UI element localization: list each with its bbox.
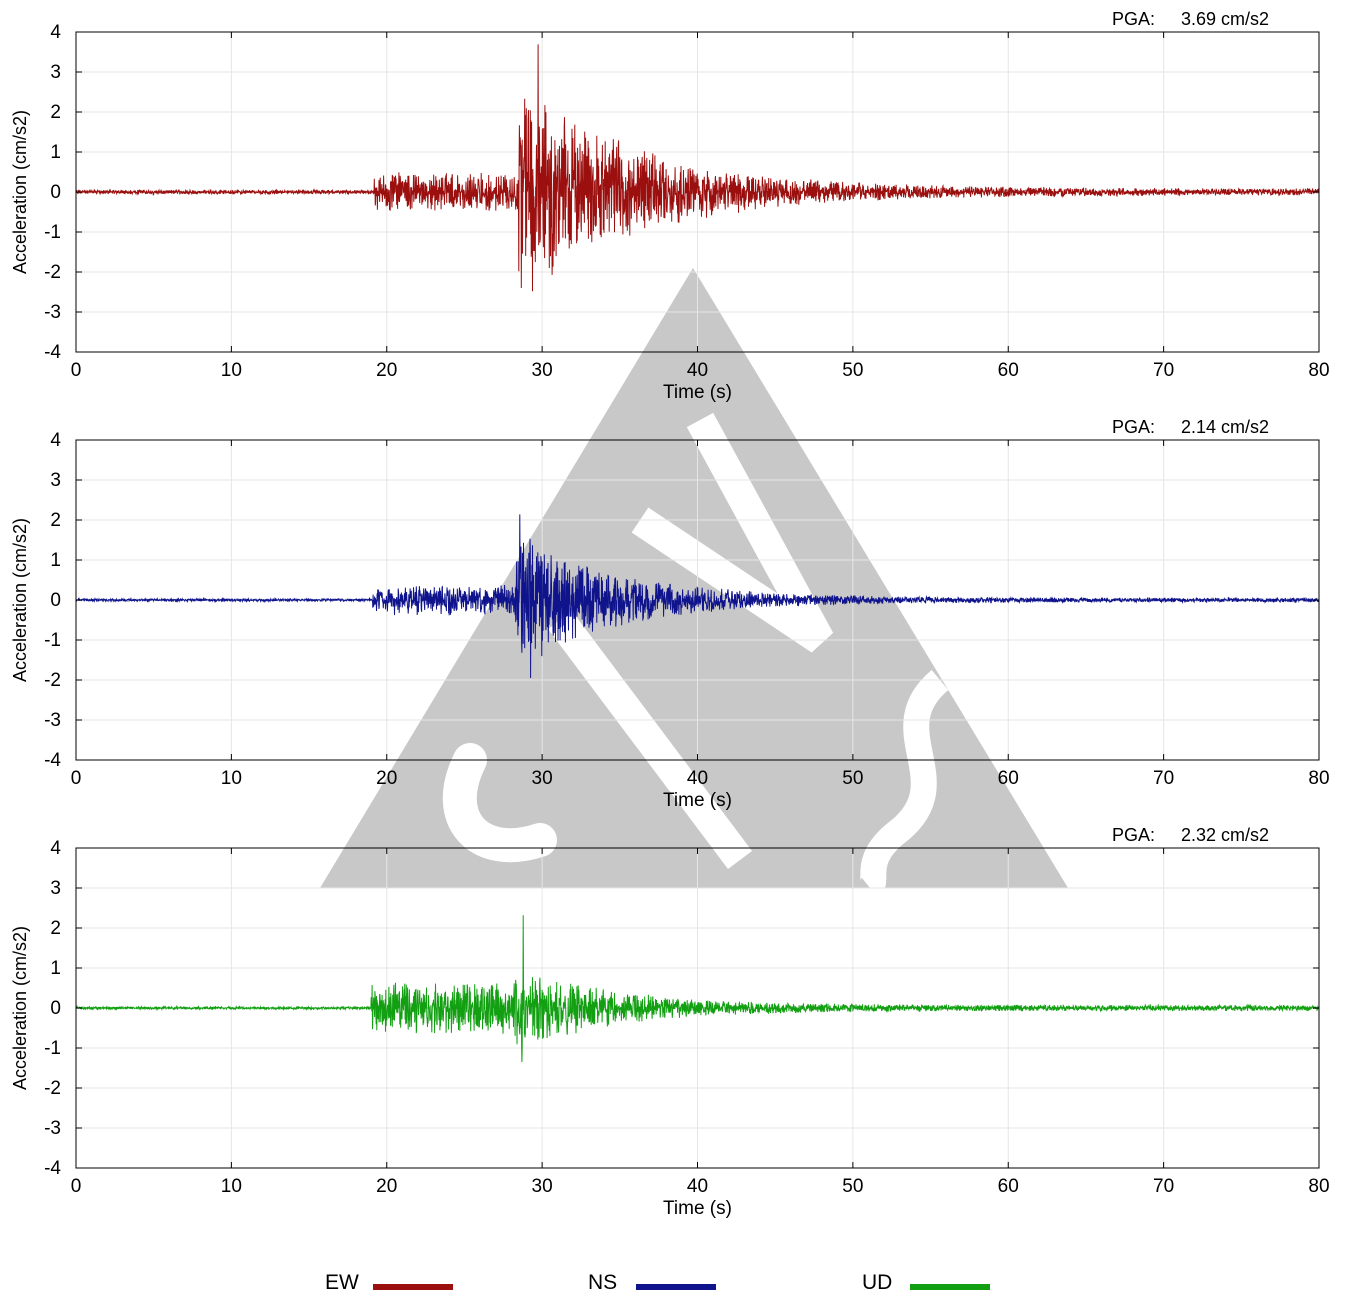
- y-tick-label: 0: [50, 182, 61, 203]
- pga-value: 3.69 cm/s2: [1181, 9, 1269, 29]
- series-line-ud: [75, 915, 1320, 1063]
- x-tick-label: 60: [998, 360, 1019, 381]
- series-line-ew: [75, 44, 1320, 292]
- legend-swatch-ud: [910, 1284, 990, 1290]
- y-axis-label: Acceleration (cm/s2): [10, 518, 30, 682]
- y-tick-label: -4: [44, 1158, 61, 1179]
- x-tick-label: 0: [71, 768, 82, 789]
- watermark-stroke: [548, 611, 752, 869]
- y-tick-label: -3: [44, 1118, 61, 1139]
- y-tick-label: -3: [44, 710, 61, 731]
- y-tick-label: -2: [44, 1078, 61, 1099]
- x-tick-label: 10: [221, 768, 242, 789]
- y-tick-label: 4: [50, 430, 61, 451]
- x-tick-label: 70: [1153, 360, 1174, 381]
- x-tick-label: 10: [221, 360, 242, 381]
- y-tick-label: -2: [44, 262, 61, 283]
- y-tick-label: 2: [50, 102, 61, 123]
- y-tick-label: 4: [50, 838, 61, 859]
- y-tick-label: 1: [50, 550, 61, 571]
- y-tick-label: 1: [50, 142, 61, 163]
- x-tick-label: 30: [532, 1176, 553, 1197]
- legend-label-ud: UD: [862, 1271, 892, 1292]
- x-axis-label: Time (s): [663, 1198, 732, 1219]
- x-tick-label: 50: [842, 1176, 863, 1197]
- y-axis-label: Acceleration (cm/s2): [10, 110, 30, 274]
- x-tick-label: 20: [376, 768, 397, 789]
- x-tick-label: 10: [221, 1176, 242, 1197]
- y-tick-label: 2: [50, 510, 61, 531]
- x-tick-label: 60: [998, 1176, 1019, 1197]
- x-tick-label: 50: [842, 360, 863, 381]
- legend-swatch-ns: [636, 1284, 716, 1290]
- y-tick-label: -2: [44, 670, 61, 691]
- x-tick-label: 80: [1308, 768, 1329, 789]
- y-tick-label: 3: [50, 470, 61, 491]
- legend-label-ns: NS: [588, 1271, 617, 1292]
- y-tick-label: -1: [44, 1038, 61, 1059]
- watermark-triangle: [320, 268, 1068, 888]
- y-tick-label: -3: [44, 302, 61, 323]
- legend: EW NS UD: [325, 1271, 990, 1292]
- x-tick-label: 0: [71, 360, 82, 381]
- y-tick-label: -4: [44, 342, 61, 363]
- pga-label: PGA:: [1112, 417, 1155, 437]
- y-tick-label: -1: [44, 222, 61, 243]
- x-tick-label: 30: [532, 768, 553, 789]
- x-tick-label: 40: [687, 360, 708, 381]
- y-tick-label: 3: [50, 62, 61, 83]
- x-tick-label: 80: [1308, 360, 1329, 381]
- y-axis-label: Acceleration (cm/s2): [10, 926, 30, 1090]
- pga-label: PGA:: [1112, 825, 1155, 845]
- series-line-ns: [75, 514, 1320, 679]
- x-tick-label: 40: [687, 1176, 708, 1197]
- x-tick-label: 20: [376, 360, 397, 381]
- legend-label-ew: EW: [325, 1271, 359, 1292]
- pga-label: PGA:: [1112, 9, 1155, 29]
- y-tick-label: 0: [50, 590, 61, 611]
- y-tick-label: 4: [50, 22, 61, 43]
- x-tick-label: 70: [1153, 768, 1174, 789]
- watermark-stroke: [859, 670, 949, 899]
- y-tick-label: 3: [50, 878, 61, 899]
- x-axis-label: Time (s): [663, 382, 732, 403]
- pga-value: 2.32 cm/s2: [1181, 825, 1269, 845]
- y-tick-label: 1: [50, 958, 61, 979]
- x-tick-label: 60: [998, 768, 1019, 789]
- y-tick-label: -4: [44, 750, 61, 771]
- pga-value: 2.14 cm/s2: [1181, 417, 1269, 437]
- legend-swatch-ew: [373, 1284, 453, 1290]
- x-tick-label: 80: [1308, 1176, 1329, 1197]
- x-tick-label: 30: [532, 360, 553, 381]
- x-tick-label: 40: [687, 768, 708, 789]
- x-tick-label: 50: [842, 768, 863, 789]
- x-tick-label: 70: [1153, 1176, 1174, 1197]
- x-axis-label: Time (s): [663, 790, 732, 811]
- watermark-stroke: [442, 743, 557, 863]
- y-tick-label: 2: [50, 918, 61, 939]
- y-tick-label: 0: [50, 998, 61, 1019]
- x-tick-label: 20: [376, 1176, 397, 1197]
- x-tick-label: 0: [71, 1176, 82, 1197]
- y-tick-label: -1: [44, 630, 61, 651]
